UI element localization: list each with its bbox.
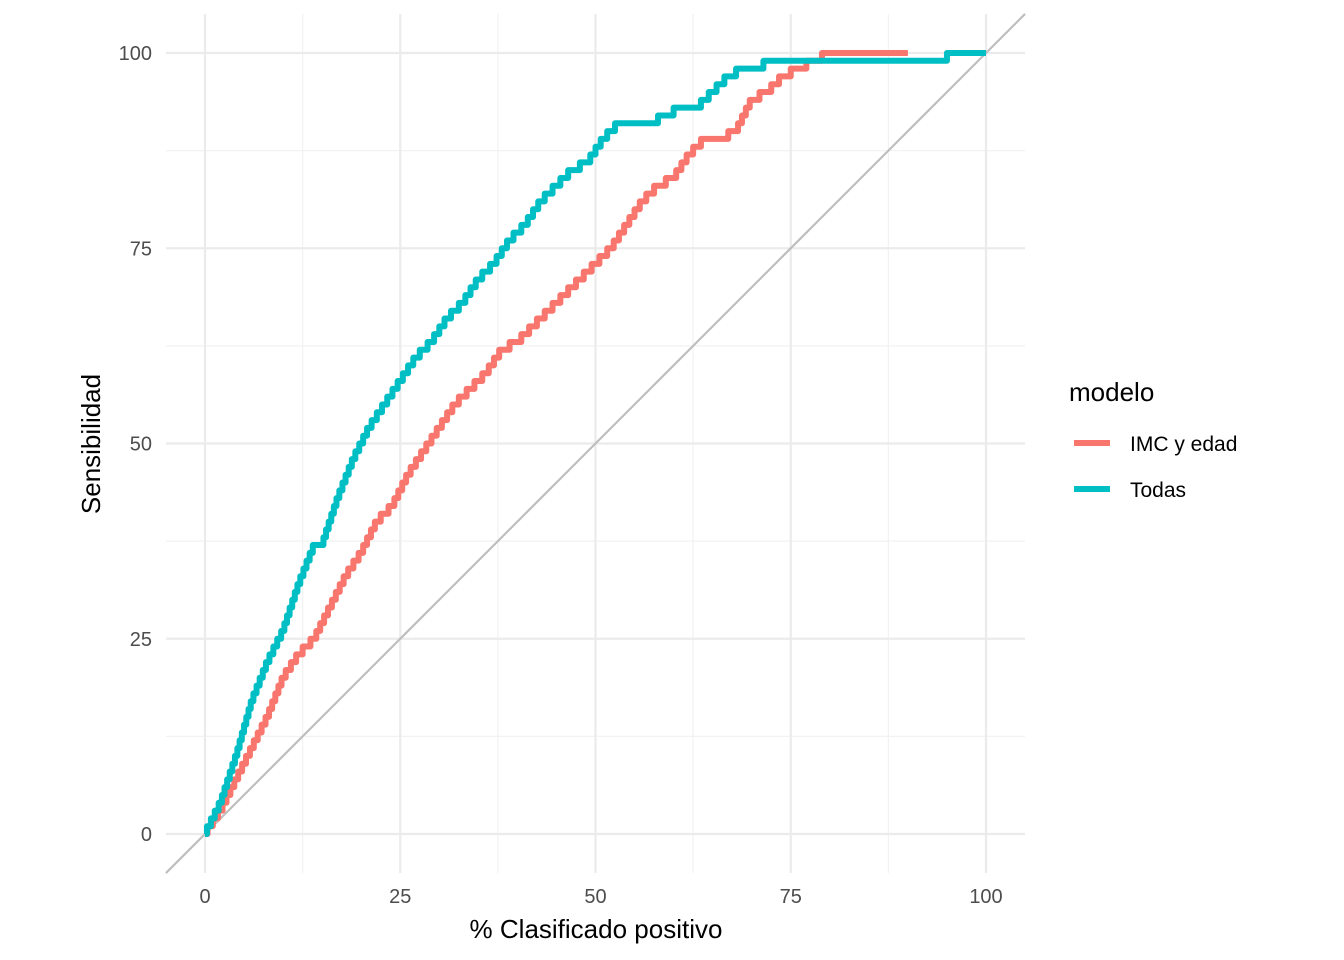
legend: modelo IMC y edad Todas — [1069, 377, 1237, 502]
legend-label-imc-y-edad: IMC y edad — [1130, 433, 1237, 456]
x-tick-label: 75 — [780, 886, 802, 908]
series-lines — [203, 50, 986, 837]
x-tick-label: 100 — [969, 886, 1002, 908]
x-axis-title: % Clasificado positivo — [470, 914, 723, 944]
x-tick-label: 0 — [199, 886, 210, 908]
x-tick-label: 50 — [584, 886, 606, 908]
series-line-imc-y-edad — [204, 50, 908, 837]
y-tick-label: 0 — [141, 824, 152, 846]
legend-title: modelo — [1069, 377, 1154, 407]
series-line-todas — [203, 50, 986, 837]
y-tick-label: 50 — [130, 434, 152, 456]
y-axis-ticks: 0 25 50 75 100 — [119, 43, 152, 846]
y-tick-label: 75 — [130, 238, 152, 260]
x-axis-ticks: 0 25 50 75 100 — [199, 886, 1002, 908]
diagonal-reference-line — [165, 13, 1026, 874]
y-tick-label: 100 — [119, 43, 152, 65]
x-tick-label: 25 — [389, 886, 411, 908]
y-tick-label: 25 — [130, 629, 152, 651]
y-axis-title: Sensibilidad — [76, 374, 106, 514]
reference-diagonal — [165, 13, 1026, 874]
legend-label-todas: Todas — [1130, 479, 1186, 502]
